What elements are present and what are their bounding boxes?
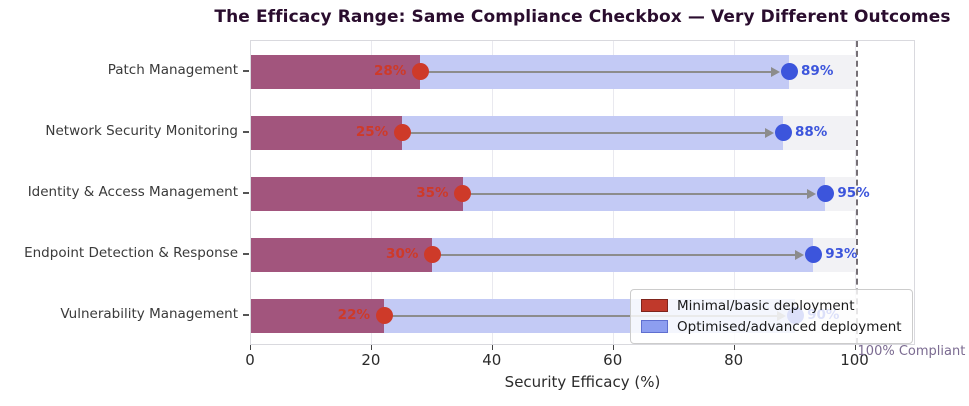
bar-minimal xyxy=(251,176,463,211)
minimal-dot xyxy=(423,246,441,263)
x-tick-label: 60 xyxy=(603,351,623,369)
category-label: Endpoint Detection & Response xyxy=(24,244,238,261)
x-tick-label: 100 xyxy=(840,351,869,369)
x-tick-label: 0 xyxy=(245,351,255,369)
optimised-dot xyxy=(816,185,834,202)
x-tick-mark xyxy=(854,345,856,350)
minimal-value-label: 30% xyxy=(386,245,419,262)
optimised-dot xyxy=(774,124,792,141)
range-arrow xyxy=(468,192,810,195)
optimised-value-label: 93% xyxy=(825,245,858,262)
range-arrow xyxy=(426,70,774,73)
x-tick-label: 40 xyxy=(482,351,502,369)
minimal-value-label: 22% xyxy=(337,306,370,323)
x-tick-mark xyxy=(250,345,251,350)
optimised-dot xyxy=(780,63,798,80)
minimal-value-label: 25% xyxy=(355,123,389,140)
bar-minimal xyxy=(251,115,403,150)
reference-line-label: 100% Compliant xyxy=(857,344,966,359)
y-tick-mark xyxy=(243,130,249,133)
optimised-dot xyxy=(804,246,822,263)
category-label: Patch Management xyxy=(107,61,238,78)
x-tick-mark xyxy=(370,345,372,350)
minimal-dot xyxy=(411,63,429,80)
range-arrow xyxy=(408,131,767,134)
legend-item: Minimal/basic deployment xyxy=(641,295,902,316)
range-arrow-head xyxy=(795,249,805,260)
minimal-value-label: 35% xyxy=(416,184,449,201)
legend-swatch xyxy=(641,320,668,333)
category-label: Vulnerability Management xyxy=(60,305,238,322)
compliance-reference-line xyxy=(855,41,858,344)
legend-item: Optimised/advanced deployment xyxy=(641,316,902,337)
minimal-dot xyxy=(454,185,472,202)
y-tick-mark xyxy=(243,252,249,255)
range-arrow-head xyxy=(807,188,817,199)
bar-minimal xyxy=(251,54,421,89)
x-axis-label: Security Efficacy (%) xyxy=(504,373,661,391)
optimised-value-label: 89% xyxy=(801,62,834,79)
minimal-dot xyxy=(375,307,393,324)
bar-minimal xyxy=(251,298,384,333)
x-tick-mark xyxy=(612,345,614,350)
legend-label: Minimal/basic deployment xyxy=(677,297,855,314)
bar-minimal xyxy=(251,237,433,272)
y-tick-mark xyxy=(243,313,249,316)
minimal-dot xyxy=(393,124,411,141)
legend: Minimal/basic deployment Optimised/advanc… xyxy=(630,289,913,344)
y-tick-mark xyxy=(243,191,249,194)
range-arrow xyxy=(390,314,780,317)
x-tick-label: 80 xyxy=(724,351,744,369)
y-tick-mark xyxy=(243,69,249,72)
plot-area: 28%89%25%88%35%95%30%93%22%90% xyxy=(250,40,915,345)
x-tick-label: 20 xyxy=(361,351,381,369)
optimised-value-label: 95% xyxy=(837,184,870,201)
chart-title: The Efficacy Range: Same Compliance Chec… xyxy=(214,7,951,27)
optimised-value-label: 88% xyxy=(795,123,828,140)
range-arrow xyxy=(438,253,798,256)
category-label: Network Security Monitoring xyxy=(45,122,238,139)
legend-label: Optimised/advanced deployment xyxy=(677,318,902,335)
range-arrow-head xyxy=(765,127,774,138)
x-tick-mark xyxy=(491,345,493,350)
x-tick-mark xyxy=(733,345,735,350)
category-label: Identity & Access Management xyxy=(27,183,238,200)
minimal-value-label: 28% xyxy=(373,62,407,79)
legend-swatch xyxy=(641,299,668,312)
range-arrow-head xyxy=(771,66,781,77)
